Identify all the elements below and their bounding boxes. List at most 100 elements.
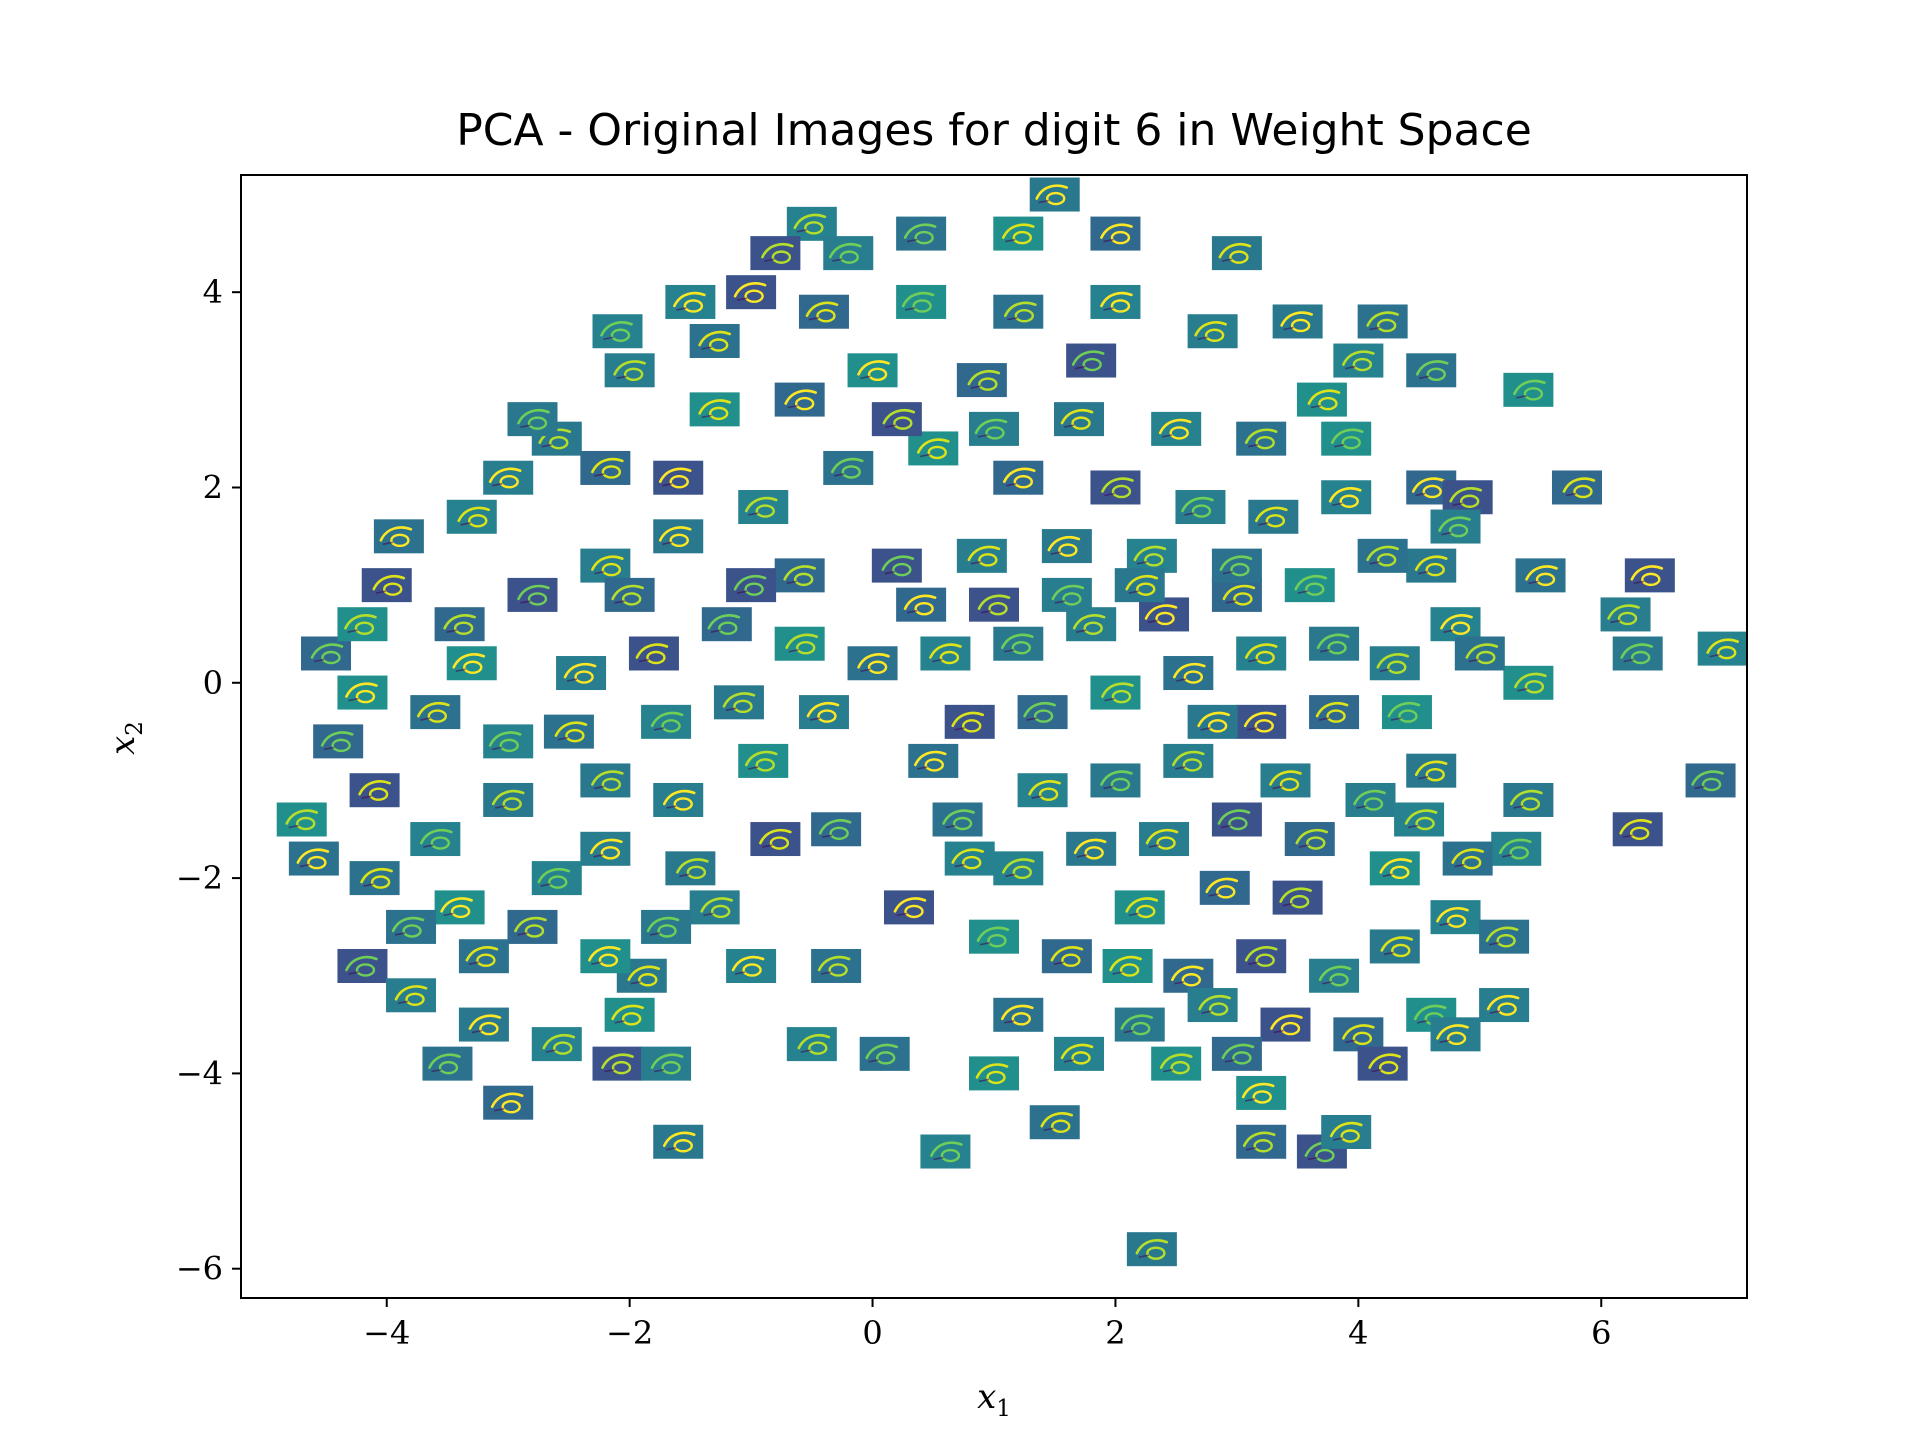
data-point <box>1236 704 1287 739</box>
data-point <box>1697 631 1747 666</box>
data-point <box>823 450 874 485</box>
data-point <box>993 460 1044 495</box>
x-axis-label: x1 <box>977 1377 1011 1422</box>
data-point <box>1321 421 1372 456</box>
data-point <box>1017 773 1068 808</box>
data-point <box>1248 499 1299 534</box>
data-point <box>1126 1232 1177 1267</box>
data-point <box>689 324 740 359</box>
data-point <box>786 1027 837 1062</box>
data-point <box>1503 665 1554 700</box>
data-point <box>1236 636 1287 671</box>
data-point <box>847 353 898 388</box>
data-point <box>653 782 704 817</box>
data-point <box>969 1056 1019 1091</box>
data-point <box>653 519 704 554</box>
data-point <box>386 909 437 944</box>
data-point <box>1406 753 1457 788</box>
x-tick-label: −2 <box>606 1314 653 1352</box>
x-ticks: −4 −2 0 2 4 6 <box>363 1298 1611 1352</box>
data-point <box>1041 529 1092 564</box>
data-point <box>1102 948 1153 983</box>
y-tick-label: 0 <box>203 664 223 702</box>
data-point <box>1515 558 1566 593</box>
data-point <box>1260 763 1311 798</box>
data-point <box>726 568 777 603</box>
data-point <box>1272 880 1323 915</box>
data-point <box>1114 568 1165 603</box>
data-point <box>1090 216 1141 251</box>
data-point <box>1054 1036 1105 1071</box>
data-point <box>580 763 631 798</box>
data-point <box>1090 470 1141 505</box>
data-point <box>531 1027 582 1062</box>
data-point <box>1041 939 1092 974</box>
data-point <box>969 587 1019 622</box>
data-point <box>361 568 412 603</box>
data-point <box>798 294 849 329</box>
data-point <box>604 577 655 612</box>
data-point <box>750 822 801 857</box>
data-point <box>823 236 874 271</box>
data-point <box>1126 538 1177 573</box>
x-tick-label: −4 <box>363 1314 410 1352</box>
data-point <box>1394 802 1445 837</box>
data-point <box>1175 490 1226 525</box>
data-point <box>1211 577 1262 612</box>
data-point <box>1321 480 1372 515</box>
data-point <box>580 831 631 866</box>
data-point <box>1090 675 1141 710</box>
x-tick-label: 4 <box>1348 1314 1368 1352</box>
data-point <box>531 861 582 896</box>
data-point <box>1041 577 1092 612</box>
data-point <box>786 206 837 241</box>
data-point <box>1054 402 1105 437</box>
data-point <box>1357 538 1408 573</box>
data-point <box>1163 656 1214 691</box>
points-layer <box>276 177 1747 1267</box>
data-point <box>944 704 995 739</box>
data-point <box>1187 704 1238 739</box>
data-point <box>1114 1007 1165 1042</box>
data-point <box>276 802 327 837</box>
data-point <box>665 851 716 886</box>
data-point <box>1454 636 1505 671</box>
data-point <box>1296 382 1347 417</box>
y-tick-label: −4 <box>176 1054 223 1092</box>
data-point <box>1479 919 1530 954</box>
data-point <box>604 997 655 1032</box>
data-point <box>896 284 947 319</box>
data-point <box>349 861 400 896</box>
plot-frame <box>240 174 1748 1299</box>
data-point <box>507 909 558 944</box>
data-point <box>944 841 995 876</box>
data-point <box>896 216 947 251</box>
data-point <box>543 714 594 749</box>
data-point <box>1624 558 1675 593</box>
data-point <box>1236 1124 1287 1159</box>
data-point <box>483 782 534 817</box>
data-point <box>774 558 825 593</box>
data-point <box>1211 1036 1262 1071</box>
data-point <box>1381 695 1432 730</box>
data-point <box>641 909 692 944</box>
chart-title: PCA - Original Images for digit 6 in Wei… <box>456 105 1532 156</box>
data-point <box>653 1124 704 1159</box>
data-point <box>1066 831 1117 866</box>
data-point <box>1151 1046 1202 1081</box>
data-point <box>349 773 400 808</box>
data-point <box>1187 314 1238 349</box>
x-tick-label: 0 <box>862 1314 882 1352</box>
data-point <box>1163 958 1214 993</box>
data-point <box>920 1134 971 1169</box>
data-point <box>871 548 922 583</box>
data-point <box>774 382 825 417</box>
data-point <box>1211 236 1262 271</box>
y-axis-label-main: x <box>103 736 143 755</box>
data-point <box>701 607 752 642</box>
data-point <box>750 236 801 271</box>
data-point <box>774 626 825 661</box>
data-point <box>1442 480 1493 515</box>
data-point <box>1309 695 1360 730</box>
